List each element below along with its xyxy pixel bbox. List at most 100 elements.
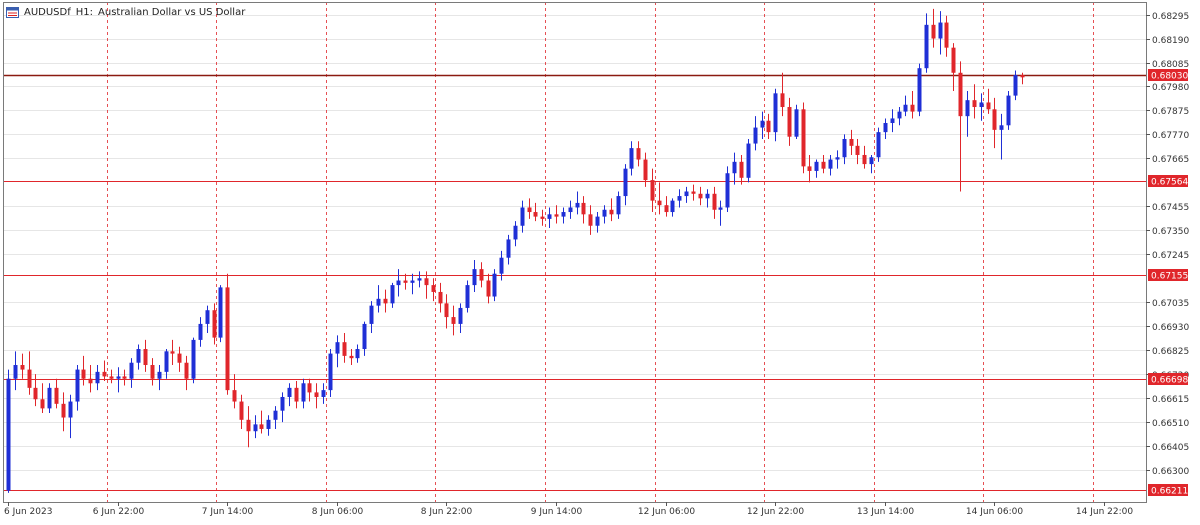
- candle-body: [691, 191, 696, 194]
- candle-body: [390, 285, 395, 304]
- bull-candle: [705, 189, 710, 208]
- bear-candle: [403, 273, 408, 290]
- bull-candle: [273, 406, 278, 429]
- candle-body: [164, 351, 169, 372]
- bull-candle: [602, 205, 607, 224]
- candle-body: [657, 200, 662, 206]
- price-tick-label: 0.67350: [1152, 227, 1189, 237]
- price-tick-label: 0.67455: [1152, 203, 1189, 213]
- candle-body: [623, 168, 628, 197]
- level-label-bg: [1148, 269, 1188, 281]
- candle-body: [273, 410, 278, 420]
- candle-body: [609, 209, 614, 215]
- bull-candle: [677, 189, 682, 208]
- bear-candle: [438, 282, 443, 313]
- bull-candle: [465, 280, 470, 313]
- candle-body: [561, 212, 566, 217]
- bear-candle: [862, 145, 867, 169]
- candle-body: [1013, 75, 1018, 96]
- bull-candle: [75, 365, 80, 411]
- candle-body: [979, 102, 984, 108]
- bull-candle: [575, 191, 580, 215]
- candle-body: [807, 166, 812, 171]
- candle-body: [527, 207, 532, 213]
- candle-body: [396, 280, 401, 286]
- candle-body: [773, 93, 778, 133]
- bear-candle: [807, 154, 812, 183]
- bull-candle: [335, 335, 340, 368]
- price-tick-label: 0.66825: [1152, 347, 1189, 357]
- chart-window-icon: [6, 6, 19, 18]
- bear-candle: [349, 349, 354, 366]
- candle-body: [883, 123, 888, 133]
- candle-body: [739, 161, 744, 178]
- candle-body: [828, 159, 833, 169]
- bear-candle: [239, 394, 244, 429]
- candle-body: [540, 216, 545, 219]
- bear-candle: [821, 154, 826, 174]
- candle-body: [581, 202, 586, 215]
- bear-candle: [40, 383, 45, 413]
- candle-body: [109, 376, 114, 379]
- candle-body: [431, 285, 436, 292]
- bull-candle: [890, 109, 895, 133]
- bull-candle: [965, 91, 970, 137]
- candle-body: [684, 191, 689, 197]
- candle-body: [499, 257, 504, 274]
- candle-body: [6, 378, 11, 491]
- bear-candle: [650, 168, 655, 213]
- candle-body: [170, 351, 175, 354]
- bull-candle: [198, 317, 203, 347]
- bear-candle: [225, 273, 230, 395]
- bear-candle: [444, 294, 449, 329]
- candle-body: [479, 269, 484, 281]
- bear-candle: [766, 113, 771, 139]
- candle-body: [554, 214, 559, 217]
- bear-candle: [664, 196, 669, 217]
- bear-candle: [143, 339, 148, 372]
- bear-candle: [691, 184, 696, 201]
- candle-body: [1006, 95, 1011, 126]
- candle-body: [342, 342, 347, 356]
- bear-candle: [944, 15, 949, 57]
- candle-body: [355, 349, 360, 359]
- bull-candle: [842, 134, 847, 165]
- candle-body: [835, 157, 840, 160]
- bear-candle: [554, 205, 559, 224]
- time-tick-label: 8 Jun 06:00: [312, 507, 364, 517]
- candle-body: [451, 317, 456, 324]
- bull-candle: [979, 93, 984, 121]
- candle-body: [999, 125, 1004, 130]
- candle-body: [143, 349, 148, 366]
- bear-candle: [958, 61, 963, 192]
- candle-body: [705, 193, 710, 199]
- candle-body: [944, 22, 949, 48]
- candle-body: [27, 369, 32, 388]
- candle-body: [917, 68, 922, 112]
- candle-body: [520, 207, 525, 226]
- bull-candle: [547, 207, 552, 229]
- candle-body: [102, 371, 107, 377]
- candle-body: [616, 196, 621, 215]
- candle-body: [650, 180, 655, 201]
- time-tick-label: 7 Jun 14:00: [202, 507, 254, 517]
- bull-candle: [321, 383, 326, 404]
- bear-candle: [232, 374, 237, 409]
- bear-candle: [383, 289, 388, 313]
- candle-body: [280, 396, 285, 411]
- price-tick-label: 0.68190: [1152, 36, 1189, 46]
- candle-body: [246, 419, 251, 432]
- candle-body: [855, 145, 860, 155]
- bear-candle: [533, 202, 538, 222]
- candles: [6, 8, 1025, 493]
- candle-body: [266, 419, 271, 429]
- bear-candle: [150, 358, 155, 386]
- bear-candle: [855, 138, 860, 165]
- candle-body: [198, 323, 203, 340]
- candle-body: [725, 173, 730, 208]
- bull-candle: [205, 305, 210, 334]
- time-tick-label: 14 Jun 22:00: [1076, 507, 1133, 517]
- candle-body: [376, 298, 381, 306]
- bear-candle: [588, 205, 593, 235]
